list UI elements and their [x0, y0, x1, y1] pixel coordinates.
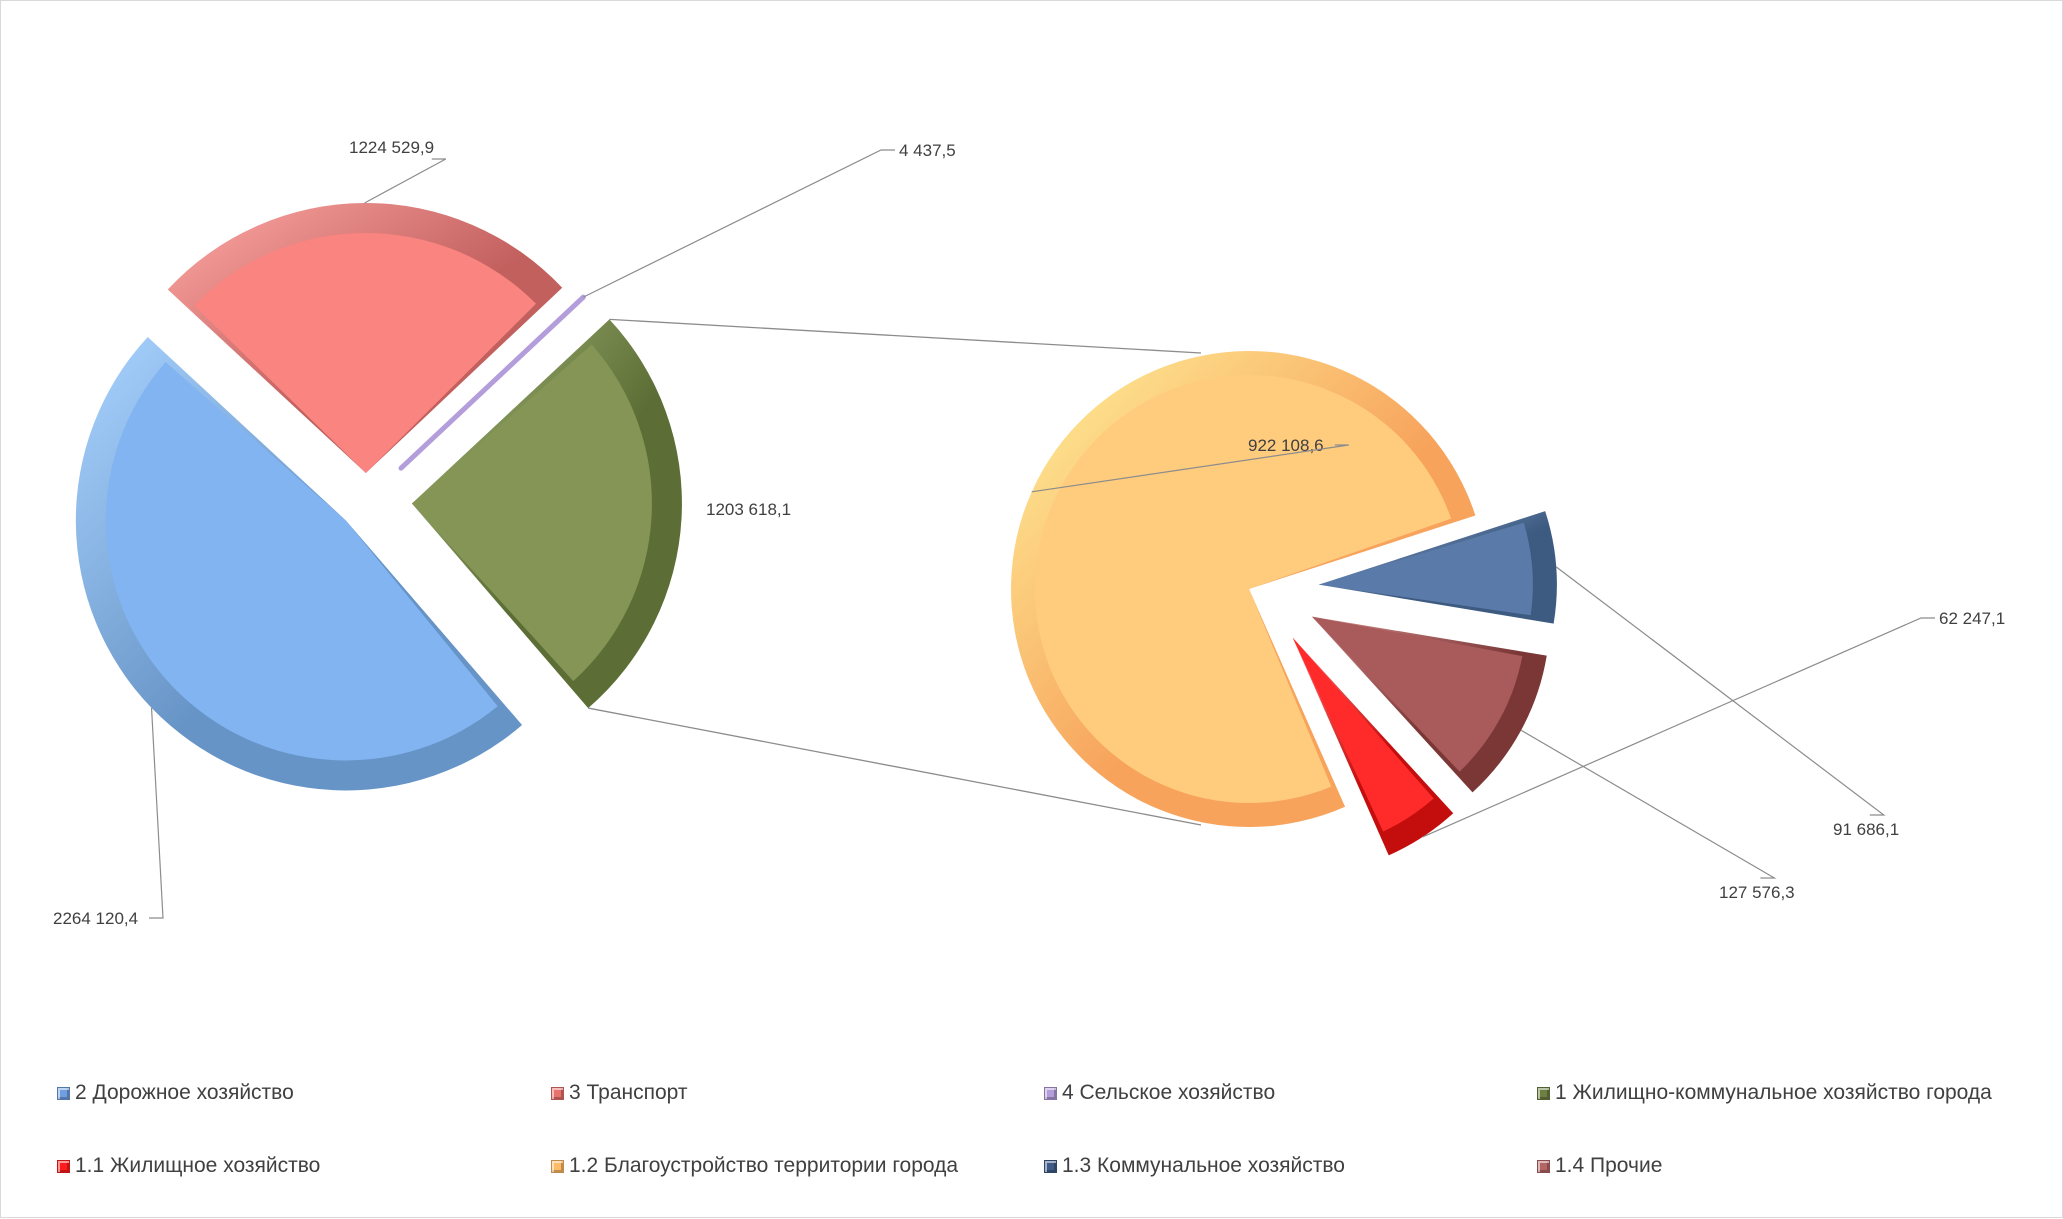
sub-slice-1-2-label: 922 108,6 — [1248, 436, 1324, 455]
main-slice-4-leader — [583, 149, 895, 298]
main-slice-2-label: 2264 120,4 — [53, 909, 138, 928]
sub-slice-1-4-face — [1311, 616, 1523, 772]
sub-slice-1-1-face — [1292, 637, 1434, 832]
legend-swatch — [551, 1159, 564, 1173]
legend-item-1: 1 Жилищно-коммунальное хозяйство города — [1537, 1081, 1992, 1105]
legend-item-4: 4 Сельское хозяйство — [1044, 1081, 1275, 1105]
legend-swatch — [1537, 1086, 1550, 1100]
sub-slice-1-3-leader — [1555, 566, 1886, 816]
legend-item-3: 3 Транспорт — [551, 1081, 688, 1105]
legend-swatch — [57, 1159, 70, 1173]
legend-item-2: 2 Дорожное хозяйство — [57, 1081, 294, 1105]
legend-label: 1.1 Жилищное хозяйство — [75, 1154, 321, 1177]
legend-label: 4 Сельское хозяйство — [1062, 1081, 1276, 1104]
legend-item-1-2: 1.2 Благоустройство территории города — [551, 1154, 958, 1178]
sub-slice-1-1-leader — [1422, 617, 1935, 838]
legend-label: 1 Жилищно-коммунальное хозяйство города — [1555, 1081, 1992, 1104]
sub-slice-1-4-leader — [1520, 729, 1777, 879]
main-slice-2-face — [105, 362, 498, 761]
main-slice-4-label: 4 437,5 — [899, 141, 956, 160]
sub-slice-1-3-label: 91 686,1 — [1833, 820, 1899, 839]
legend-swatch — [1044, 1086, 1057, 1100]
legend-item-1-4: 1.4 Прочие — [1537, 1154, 1662, 1178]
sub-slice-1-2-face — [1035, 374, 1452, 803]
sub-slice-1-1-label: 62 247,1 — [1939, 609, 2005, 628]
legend-label: 3 Транспорт — [569, 1081, 688, 1104]
main-slice-1-label: 1203 618,1 — [706, 500, 791, 519]
connector-line-bottom — [588, 707, 1202, 826]
legend-swatch — [1044, 1159, 1057, 1173]
main-slice-3-label: 1224 529,9 — [349, 138, 434, 157]
legend-label: 2 Дорожное хозяйство — [75, 1081, 294, 1104]
legend-swatch — [1537, 1159, 1550, 1173]
legend-item-1-1: 1.1 Жилищное хозяйство — [57, 1154, 320, 1178]
legend-label: 1.2 Благоустройство территории города — [569, 1154, 959, 1177]
sub-slice-1-4-label: 127 576,3 — [1719, 883, 1795, 902]
legend-item-1-3: 1.3 Коммунальное хозяйство — [1044, 1154, 1345, 1178]
main-slice-3-leader — [364, 158, 447, 204]
main-slice-2-leader — [149, 707, 164, 919]
main-slice-3-face — [194, 233, 537, 474]
legend: 2 Дорожное хозяйство 3 Транспорт 4 Сельско… — [57, 1081, 2037, 1191]
sub-slice-1-3-face — [1318, 522, 1533, 616]
legend-swatch — [57, 1086, 70, 1100]
legend-label: 1.4 Прочие — [1555, 1154, 1663, 1177]
main-slice-1-face — [411, 344, 652, 682]
legend-label: 1.3 Коммунальное хозяйство — [1062, 1154, 1345, 1177]
main-slice-4 — [398, 294, 586, 471]
sub-slice-1-2-leader — [1031, 444, 1349, 493]
legend-swatch — [551, 1086, 564, 1100]
connector-line-top — [609, 318, 1202, 354]
